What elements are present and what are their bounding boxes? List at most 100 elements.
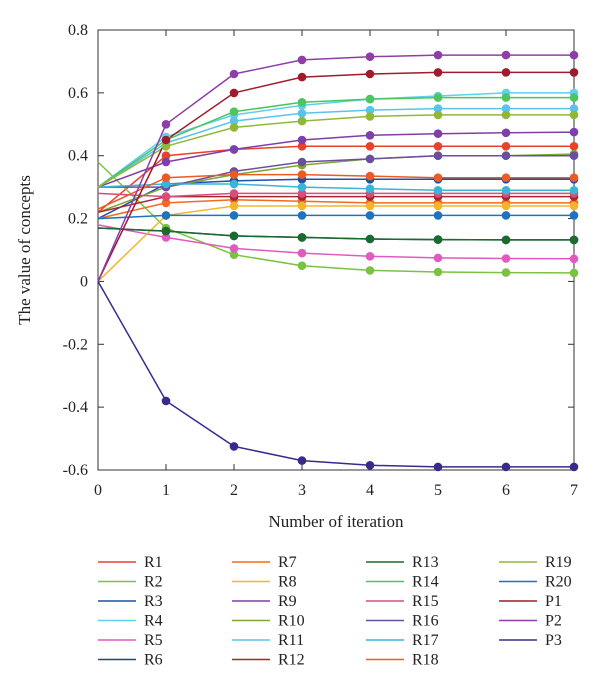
- data-point-r18: [569, 173, 579, 182]
- series-line-r11: [97, 107, 574, 188]
- data-point-r17: [161, 179, 171, 189]
- legend-label-r10: R10: [278, 613, 305, 630]
- data-point-r2: [433, 267, 443, 277]
- data-point-r9: [501, 128, 511, 138]
- data-point-r15: [297, 189, 307, 198]
- data-point-r15: [229, 189, 239, 198]
- series-line-r5: [97, 224, 575, 260]
- data-point-r1: [161, 151, 171, 160]
- series-lines: [97, 54, 575, 468]
- data-point-r1: [365, 142, 375, 151]
- data-point-r14: [229, 107, 239, 116]
- data-point-r9: [433, 129, 443, 138]
- legend-label-r12: R12: [278, 652, 305, 669]
- y-tick-label: 0.2: [68, 211, 88, 228]
- legend-label-r9: R9: [278, 593, 297, 610]
- data-point-r2: [569, 268, 579, 278]
- series-line-p1: [97, 71, 574, 282]
- data-point-r11: [365, 105, 375, 115]
- data-point-r16: [297, 157, 307, 167]
- data-point-r9: [229, 145, 239, 154]
- y-tick-label: 0.4: [68, 148, 88, 165]
- data-point-r9: [365, 131, 375, 140]
- data-point-p1: [229, 88, 239, 98]
- data-point-r15: [161, 192, 171, 201]
- y-tick-label: -0.6: [63, 462, 88, 479]
- data-point-r18: [297, 170, 307, 179]
- data-point-r8: [365, 201, 375, 211]
- data-point-p1: [501, 68, 511, 77]
- data-point-p3: [433, 462, 443, 472]
- data-point-r17: [229, 179, 239, 189]
- data-point-p3: [365, 461, 375, 470]
- data-point-r2: [365, 266, 375, 275]
- data-point-r1: [569, 142, 579, 151]
- data-point-p2: [229, 69, 239, 79]
- data-point-r17: [569, 186, 579, 195]
- x-tick-label: 2: [230, 482, 238, 499]
- data-point-r11: [229, 116, 239, 126]
- data-point-p3: [229, 442, 239, 451]
- x-tick-label: 1: [162, 482, 170, 499]
- data-point-r14: [297, 98, 307, 107]
- data-point-r8: [297, 201, 307, 211]
- data-point-r13: [501, 235, 511, 245]
- data-point-r8: [501, 201, 511, 211]
- series-line-r14: [97, 96, 574, 188]
- data-point-r11: [569, 104, 579, 113]
- legend-label-r3: R3: [144, 593, 163, 610]
- data-point-r13: [161, 226, 171, 236]
- data-point-r13: [229, 231, 239, 241]
- data-point-r7: [161, 198, 171, 208]
- data-point-r19: [229, 123, 239, 132]
- legend-label-r14: R14: [412, 574, 439, 591]
- data-point-p3: [569, 462, 579, 472]
- legend-label-r15: R15: [412, 593, 439, 610]
- data-point-r5: [297, 248, 307, 258]
- data-point-r1: [501, 142, 511, 151]
- data-point-r14: [365, 94, 375, 104]
- x-tick-label: 0: [94, 482, 102, 499]
- legend-label-r5: R5: [144, 632, 163, 649]
- data-point-r13: [433, 235, 443, 244]
- data-point-r18: [501, 173, 511, 182]
- series-line-r17: [97, 183, 574, 192]
- data-point-r2: [229, 250, 239, 259]
- data-point-r9: [161, 157, 171, 167]
- data-point-r11: [501, 104, 511, 113]
- data-point-r16: [433, 151, 443, 160]
- data-point-p2: [433, 50, 443, 60]
- legend-label-r8: R8: [278, 574, 297, 591]
- data-point-r14: [569, 93, 579, 102]
- data-point-r5: [433, 253, 443, 263]
- data-point-r19: [365, 112, 375, 121]
- x-tick-label: 5: [434, 482, 442, 499]
- series-line-r18: [97, 173, 574, 210]
- series-line-r9: [97, 131, 575, 188]
- legend-label-r6: R6: [144, 652, 163, 669]
- data-point-r18: [365, 171, 375, 181]
- data-point-p2: [365, 52, 375, 61]
- data-point-p1: [365, 69, 375, 79]
- legend-label-r7: R7: [278, 554, 297, 571]
- x-tick-label: 6: [502, 482, 510, 499]
- data-point-r14: [433, 93, 443, 102]
- data-point-r14: [501, 93, 511, 102]
- data-point-r20: [501, 211, 511, 220]
- data-point-p3: [161, 396, 171, 406]
- legend-label-p2: P2: [545, 613, 562, 630]
- legend-label-r17: R17: [412, 632, 439, 649]
- legend-label-p1: P1: [545, 593, 562, 610]
- legend-label-r1: R1: [144, 554, 163, 571]
- data-point-r2: [297, 261, 307, 271]
- legend-label-r18: R18: [412, 652, 439, 669]
- data-point-r20: [229, 211, 239, 220]
- data-point-r19: [433, 110, 443, 120]
- legend-label-r20: R20: [545, 574, 572, 591]
- legend-label-r4: R4: [144, 613, 163, 630]
- data-point-p1: [161, 135, 171, 145]
- data-point-r16: [365, 154, 375, 164]
- plot-area: -0.6 -0.4 -0.2 0 0.2 0.4 0.6 0.8 0 1 2 3 4 5 6 7: [63, 22, 579, 499]
- data-point-r19: [161, 142, 171, 151]
